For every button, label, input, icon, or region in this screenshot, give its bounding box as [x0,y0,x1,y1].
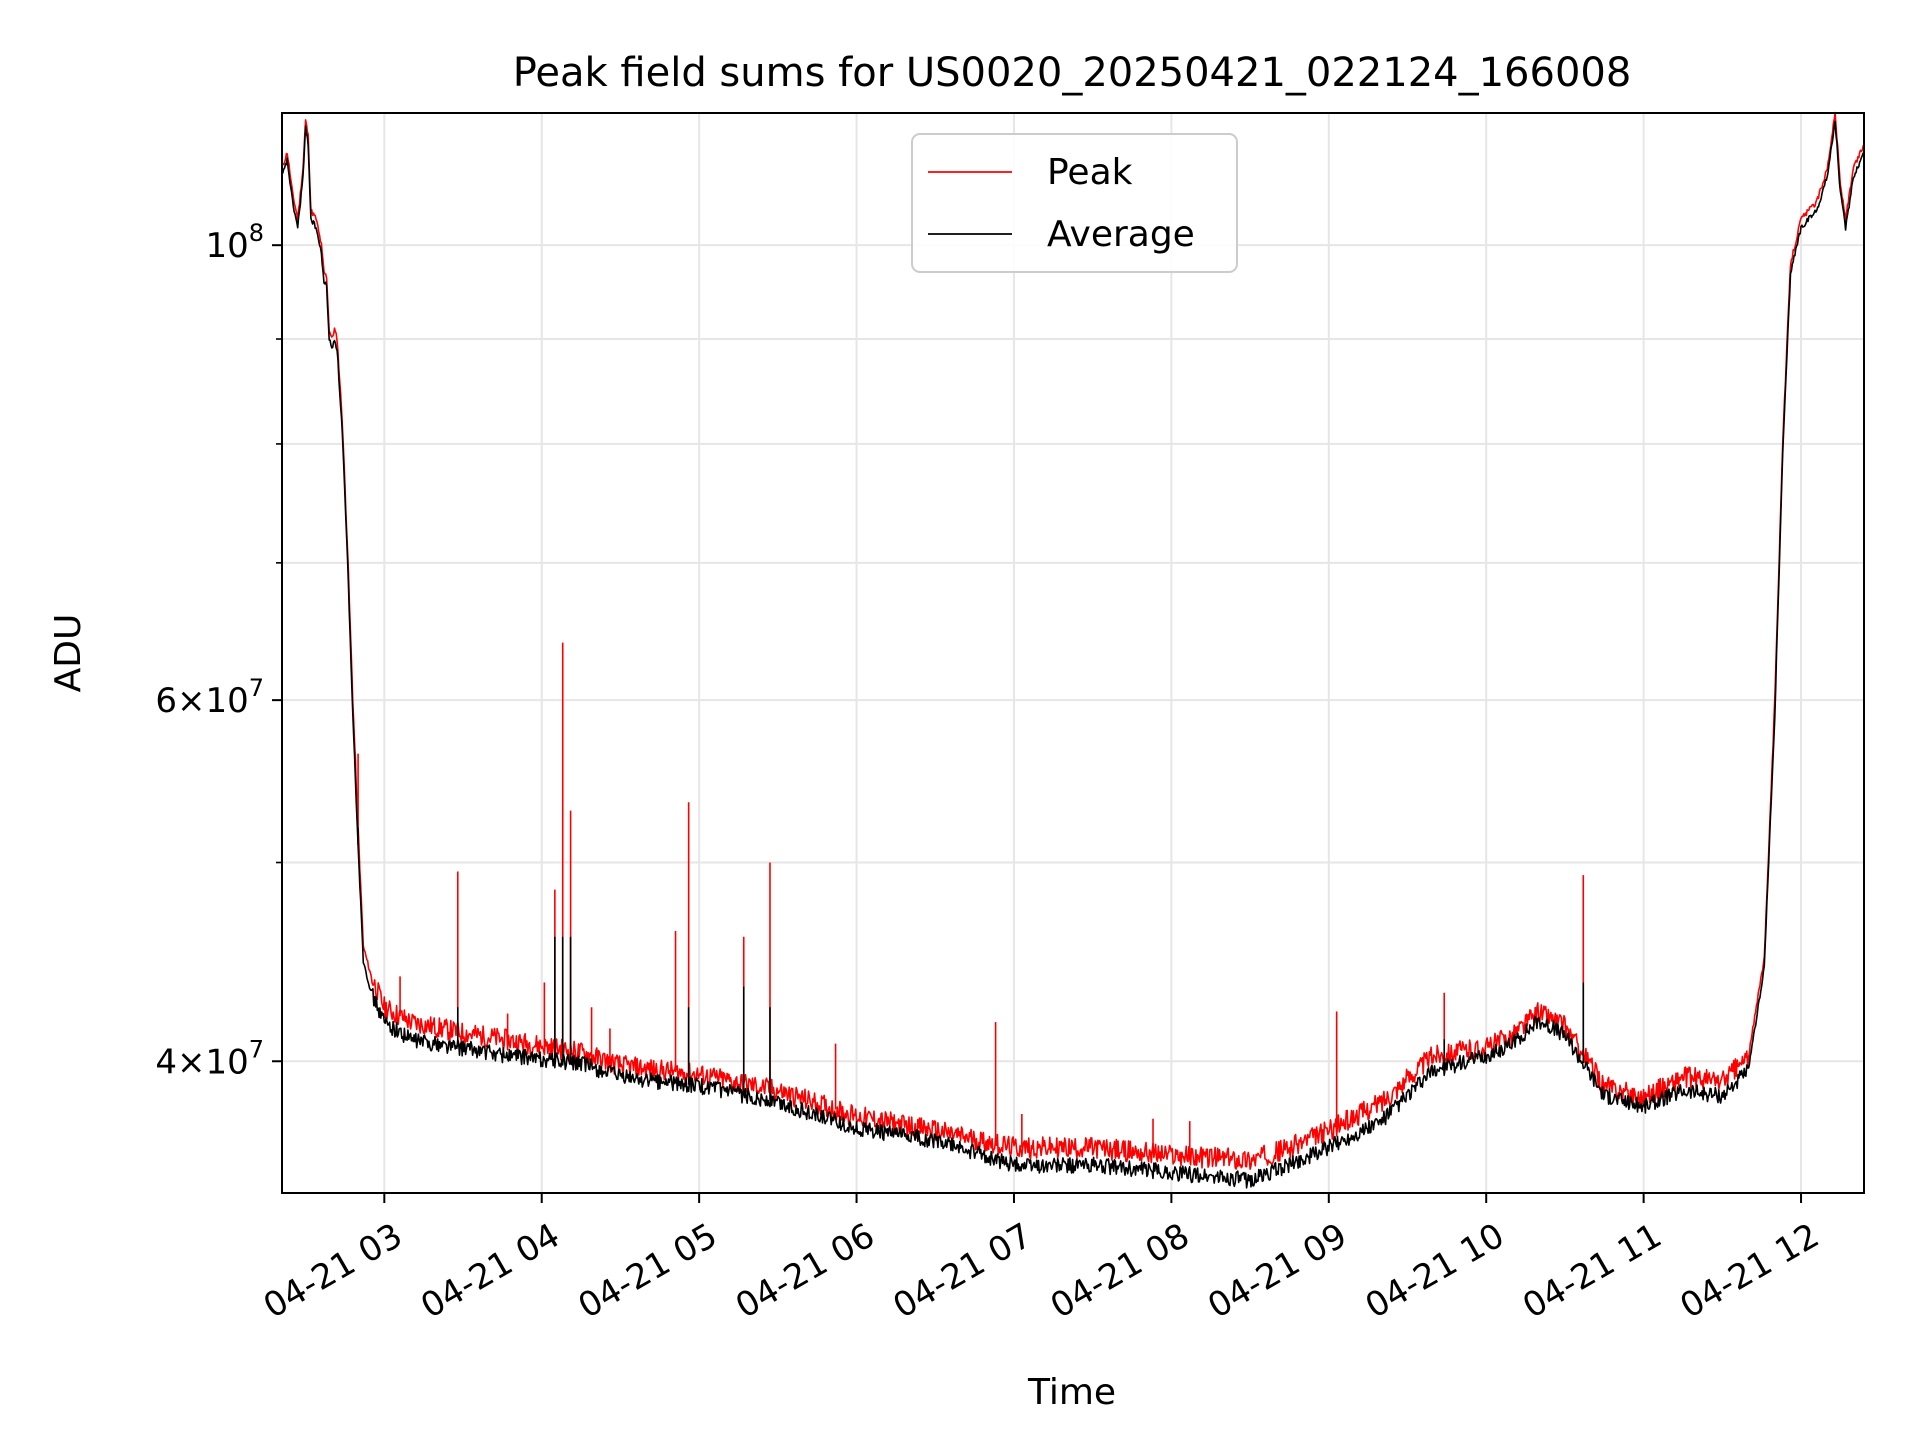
y-tick-label: 4×107 [155,1035,264,1082]
y-tick-label: 6×107 [155,674,264,721]
y-tick-label: 108 [205,219,264,266]
x-axis-label: Time [1027,1372,1116,1413]
y-axis-label: ADU [48,614,89,693]
legend-average-label: Average [1047,214,1195,255]
legend-peak-label: Peak [1047,152,1133,193]
chart-title: Peak field sums for US0020_20250421_0221… [513,50,1632,96]
plot-area [281,111,1865,1189]
series-line-average [281,120,1865,1189]
legend: Peak Average [911,133,1238,273]
plot-frame [281,112,1865,1194]
legend-box [911,133,1238,273]
y-axis: 108 6×107 4×107 [155,219,282,1082]
